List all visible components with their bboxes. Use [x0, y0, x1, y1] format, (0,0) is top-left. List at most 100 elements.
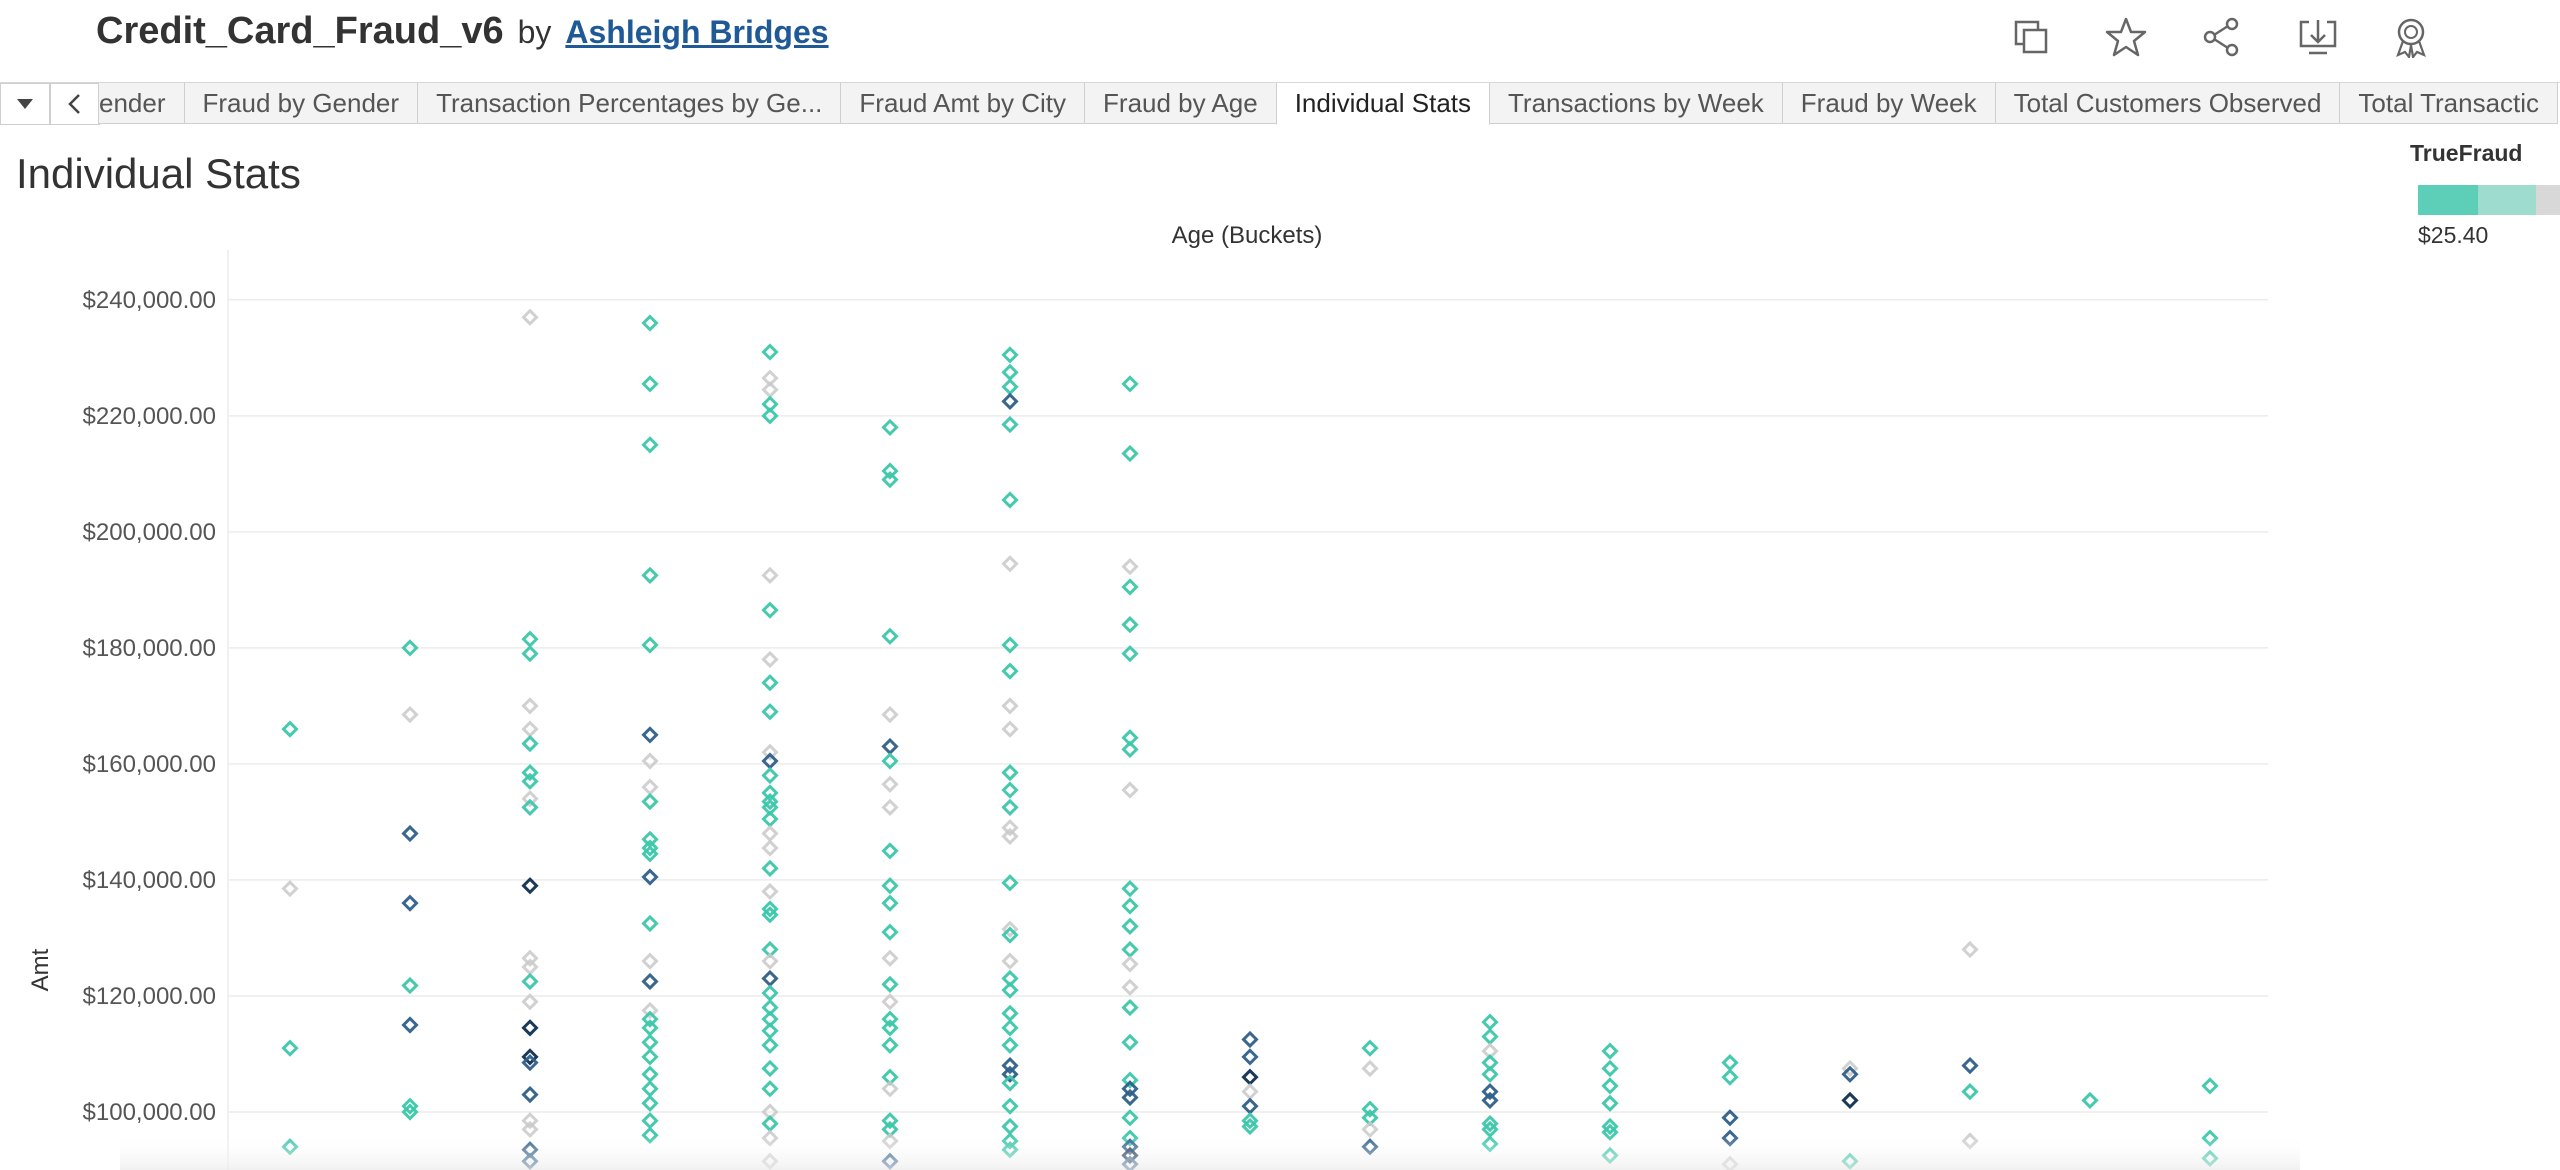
data-point[interactable]	[641, 1112, 659, 1130]
data-point[interactable]	[761, 810, 779, 828]
data-point[interactable]	[521, 697, 539, 715]
data-point[interactable]	[1001, 378, 1019, 396]
data-point[interactable]	[761, 906, 779, 924]
data-point[interactable]	[1121, 444, 1139, 463]
data-point[interactable]	[1841, 1091, 1859, 1110]
share-icon[interactable]	[2197, 12, 2247, 62]
tab-individual-stats[interactable]: Individual Stats	[1275, 83, 1491, 125]
data-point[interactable]	[2201, 1077, 2219, 1095]
data-point[interactable]	[1001, 781, 1019, 799]
data-point[interactable]	[1121, 740, 1139, 759]
data-point[interactable]	[761, 407, 779, 425]
data-point[interactable]	[1001, 1036, 1019, 1054]
data-point[interactable]	[881, 1019, 899, 1037]
data-point[interactable]	[1361, 1100, 1379, 1118]
data-point[interactable]	[1001, 697, 1019, 715]
data-point[interactable]	[521, 877, 539, 895]
data-point[interactable]	[881, 798, 899, 817]
data-point[interactable]	[521, 798, 539, 817]
data-point[interactable]	[1001, 819, 1019, 837]
data-point[interactable]	[1481, 1027, 1499, 1046]
data-point[interactable]	[641, 830, 659, 848]
data-point[interactable]	[521, 1019, 539, 1037]
data-point[interactable]	[1121, 978, 1139, 996]
data-point[interactable]	[1001, 1074, 1019, 1092]
legend-color-ramp[interactable]	[2418, 185, 2560, 215]
data-point[interactable]	[881, 752, 899, 770]
data-point[interactable]	[401, 639, 419, 657]
data-point[interactable]	[881, 705, 899, 724]
data-point[interactable]	[281, 720, 299, 738]
data-point[interactable]	[641, 914, 659, 933]
data-point[interactable]	[1121, 1080, 1139, 1098]
data-point[interactable]	[761, 601, 779, 619]
data-point[interactable]	[641, 1001, 659, 1020]
data-point[interactable]	[761, 784, 779, 802]
data-point[interactable]	[761, 824, 779, 843]
data-point[interactable]	[761, 650, 779, 669]
data-point[interactable]	[1121, 578, 1139, 596]
favorite-star-icon[interactable]	[2101, 12, 2151, 62]
data-point[interactable]	[881, 923, 899, 941]
data-point[interactable]	[401, 1103, 419, 1121]
data-point[interactable]	[521, 1112, 539, 1130]
data-point[interactable]	[881, 1080, 899, 1098]
data-point[interactable]	[1001, 720, 1019, 738]
data-point[interactable]	[1001, 415, 1019, 434]
data-point[interactable]	[761, 792, 779, 811]
data-point[interactable]	[761, 969, 779, 988]
data-point[interactable]	[641, 636, 659, 654]
data-point[interactable]	[761, 1080, 779, 1098]
data-point[interactable]	[1961, 1056, 1979, 1075]
data-point[interactable]	[1001, 1004, 1019, 1022]
tab-total-customers-observed[interactable]: Total Customers Observed	[1994, 83, 2341, 124]
data-point[interactable]	[1241, 1112, 1259, 1130]
data-point[interactable]	[1001, 981, 1019, 999]
data-point[interactable]	[1001, 920, 1019, 938]
data-point[interactable]	[1601, 1077, 1619, 1095]
data-point[interactable]	[401, 705, 419, 724]
data-point[interactable]	[761, 984, 779, 1002]
data-point[interactable]	[521, 734, 539, 753]
data-point[interactable]	[881, 737, 899, 756]
data-point[interactable]	[1121, 616, 1139, 634]
data-point[interactable]	[641, 1033, 659, 1051]
data-point[interactable]	[521, 993, 539, 1011]
data-point[interactable]	[641, 972, 659, 991]
data-point[interactable]	[761, 674, 779, 692]
data-point[interactable]	[761, 1059, 779, 1078]
data-point[interactable]	[1001, 636, 1019, 654]
data-point[interactable]	[401, 894, 419, 912]
data-point[interactable]	[761, 952, 779, 970]
tab-transactions-by-week[interactable]: Transactions by Week	[1489, 83, 1783, 124]
data-point[interactable]	[641, 792, 659, 811]
data-point[interactable]	[1121, 880, 1139, 898]
data-point[interactable]	[641, 314, 659, 332]
data-point[interactable]	[281, 880, 299, 898]
data-point[interactable]	[1241, 1083, 1259, 1101]
badge-icon[interactable]	[2386, 12, 2436, 62]
data-point[interactable]	[1001, 827, 1019, 846]
data-point[interactable]	[881, 775, 899, 793]
tab-total-transactic[interactable]: Total Transactic	[2339, 83, 2559, 124]
data-point[interactable]	[1121, 1109, 1139, 1127]
data-point[interactable]	[761, 766, 779, 785]
data-point[interactable]	[881, 894, 899, 912]
data-point[interactable]	[1001, 346, 1019, 364]
data-point[interactable]	[761, 882, 779, 901]
tab-fraud-by-age[interactable]: Fraud by Age	[1084, 83, 1277, 124]
data-point[interactable]	[641, 726, 659, 744]
data-point[interactable]	[1481, 1091, 1499, 1110]
data-point[interactable]	[761, 752, 779, 770]
data-point[interactable]	[1121, 1071, 1139, 1089]
data-point[interactable]	[1001, 1117, 1019, 1136]
data-point[interactable]	[881, 993, 899, 1011]
data-point[interactable]	[401, 1016, 419, 1034]
data-point[interactable]	[881, 1112, 899, 1130]
data-point[interactable]	[1121, 897, 1139, 915]
data-point[interactable]	[521, 763, 539, 782]
data-point[interactable]	[521, 645, 539, 663]
data-point[interactable]	[1001, 392, 1019, 410]
data-point[interactable]	[761, 900, 779, 918]
data-point[interactable]	[521, 630, 539, 648]
